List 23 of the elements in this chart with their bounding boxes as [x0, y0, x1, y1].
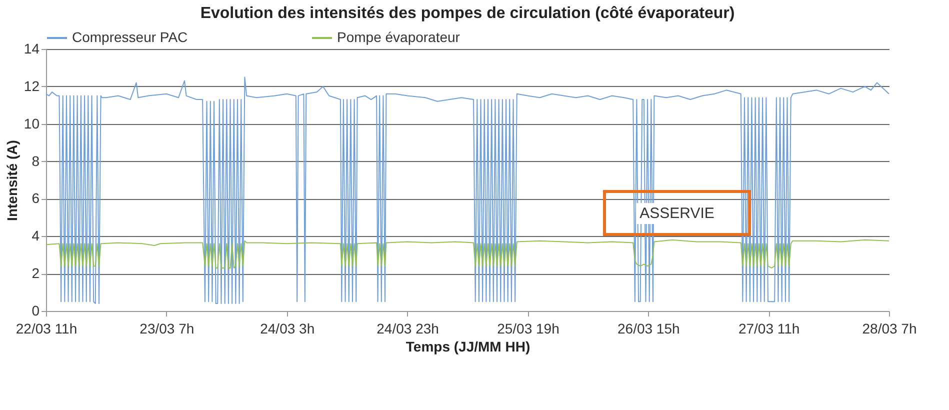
y-tick-label: 0 [32, 302, 40, 318]
y-tick-label: 8 [32, 152, 40, 169]
y-tick-label: 4 [32, 228, 40, 244]
text-outline: ASSERVIE [603, 190, 751, 236]
legend-label: Pompe évaporateur [337, 29, 460, 45]
x-axis-title: Temps (JJ/MM HH) [406, 338, 530, 354]
chart-title: Evolution des intensités des pompes de circulation (côté évaporateur) [200, 5, 735, 22]
y-tick-label: 2 [32, 265, 40, 282]
y-tick-label: 12 [24, 78, 40, 94]
x-tick-label: 25/03 19h [497, 320, 560, 336]
x-tick-label: 27/03 11h [738, 320, 800, 336]
x-tick-label: 28/03 7h [862, 320, 917, 336]
y-tick-label: 6 [32, 190, 40, 206]
x-tick-label: 26/03 15h [617, 320, 680, 336]
x-tick-label: 22/03 11h [16, 320, 78, 336]
x-tick-label: 24/03 23h [376, 320, 439, 336]
annotation: ASSERVIE [636, 202, 718, 224]
x-tick-label: 23/03 7h [140, 320, 194, 336]
x-tick-label: 24/03 3h [260, 320, 315, 336]
y-axis-title: Intensité (A) [4, 140, 20, 221]
y-tick-label: 10 [24, 115, 40, 132]
y-tick-label: 14 [24, 40, 40, 56]
legend-label: Compresseur PAC [72, 29, 188, 45]
